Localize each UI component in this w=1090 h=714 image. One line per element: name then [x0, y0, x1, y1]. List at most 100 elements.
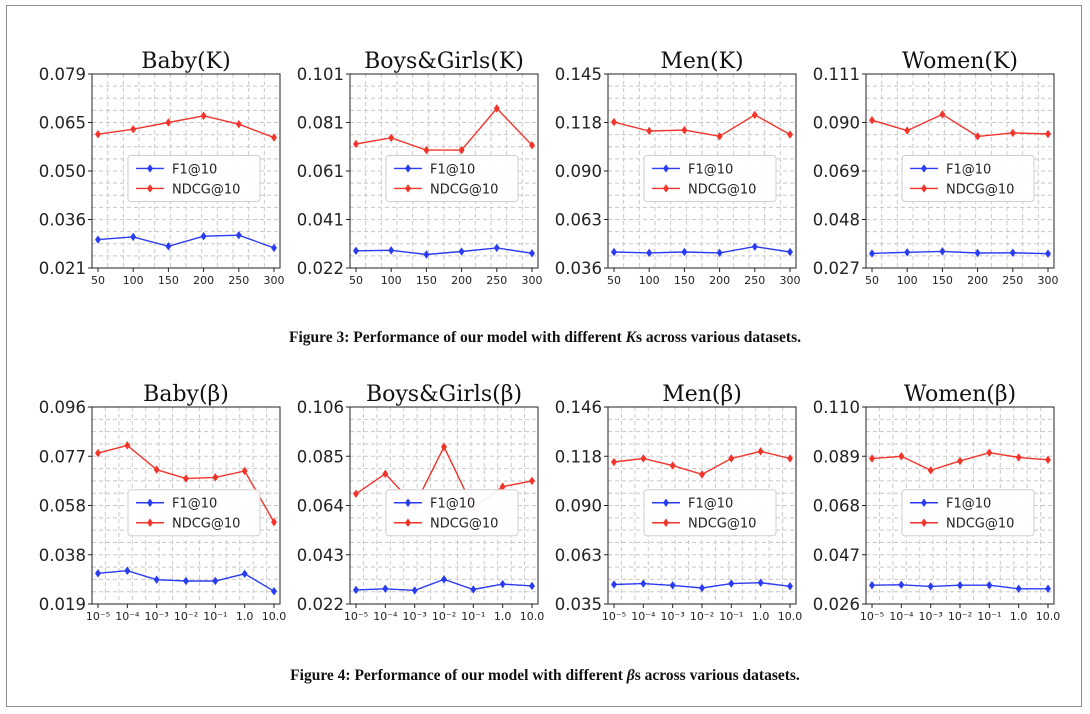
y-tick-label: 0.064	[297, 497, 344, 516]
f1-series-line	[355, 247, 533, 256]
plot-border	[865, 406, 1055, 605]
legend-ndcg-marker	[147, 184, 153, 193]
f1-data-point	[200, 232, 207, 241]
ndcg-data-point	[271, 517, 277, 527]
x-tick-label: 10⁻²	[432, 610, 456, 623]
f1-data-point	[353, 246, 359, 256]
ndcg-series-line	[355, 107, 533, 151]
ndcg-data-point	[499, 482, 506, 491]
f1-data-point	[441, 575, 447, 584]
ndcg-data-point	[458, 145, 465, 155]
f1-data-point	[493, 243, 500, 253]
x-tick-label: 300	[1038, 274, 1059, 287]
x-tick-label: 50	[865, 274, 879, 287]
figure-4-caption-symbol: β	[626, 667, 635, 684]
legend-f1-marker	[921, 164, 927, 173]
y-tick-label: 0.021	[39, 259, 86, 278]
x-tick-label: 10⁻⁵	[344, 610, 368, 623]
legend-f1-marker	[147, 164, 153, 173]
ndcg-series-line	[97, 115, 275, 139]
legend-ndcg-label: NDCG@10	[688, 517, 756, 532]
ndcg-data-point	[388, 133, 395, 143]
ndcg-data-point	[728, 454, 735, 463]
f1-data-point	[716, 248, 723, 258]
plot-border	[349, 406, 539, 605]
ndcg-data-point	[927, 466, 934, 475]
f1-data-point	[423, 250, 430, 259]
y-tick-label: 0.035	[555, 595, 602, 614]
x-tick-label: 10⁻²	[948, 610, 972, 623]
f1-data-point	[212, 576, 219, 586]
x-tick-label: 10⁻³	[145, 610, 169, 623]
y-tick-label: 0.068	[813, 497, 860, 516]
legend-f1-label: F1@10	[430, 497, 475, 512]
x-tick-label: 100	[123, 274, 144, 287]
chart-title: Boys&Girls(K)	[364, 49, 524, 74]
ndcg-data-point	[1045, 129, 1051, 139]
x-tick-label: 10⁻²	[690, 610, 714, 623]
x-tick-label: 10⁻⁵	[86, 610, 110, 623]
legend-ndcg-marker	[405, 184, 411, 193]
legend-box	[127, 154, 261, 202]
legend-f1-label: F1@10	[172, 497, 217, 512]
legend-ndcg-marker	[663, 184, 669, 193]
x-tick-label: 200	[709, 274, 730, 287]
x-tick-label: 200	[193, 274, 214, 287]
x-tick-label: 200	[967, 274, 988, 287]
f1-data-point	[640, 579, 647, 588]
y-tick-label: 0.101	[297, 65, 344, 84]
figure-3-caption: Figure 3: Performance of our model with …	[0, 329, 1090, 347]
ndcg-data-point	[153, 465, 160, 474]
legend-box	[385, 154, 519, 202]
y-tick-label: 0.145	[555, 65, 602, 84]
legend-box	[901, 154, 1035, 202]
ndcg-data-point	[212, 473, 219, 482]
f1-data-point	[611, 247, 617, 257]
ndcg-data-point	[904, 126, 911, 135]
f1-data-point	[869, 249, 875, 258]
legend-f1-label: F1@10	[688, 497, 733, 512]
legend-ndcg-label: NDCG@10	[172, 517, 240, 532]
x-tick-label: 1.0	[236, 610, 254, 623]
f1-data-point	[646, 248, 653, 258]
x-tick-label: 10⁻²	[174, 610, 198, 623]
f1-data-point	[1015, 584, 1022, 593]
x-tick-label: 150	[158, 274, 179, 287]
x-tick-label: 100	[639, 274, 660, 287]
chart-title: Women(β)	[904, 382, 1016, 407]
f1-data-point	[787, 582, 793, 591]
legend-ndcg-label: NDCG@10	[172, 182, 240, 197]
y-tick-label: 0.019	[39, 595, 86, 614]
chart-6: 0.022 0.043 0.064 0.085 0.106 10⁻⁵ 10⁻⁴ 10⁻³ 10⁻…	[297, 382, 545, 623]
x-tick-label: 10.0	[1036, 610, 1061, 623]
chart-title: Baby(β)	[143, 382, 229, 407]
ndcg-data-point	[441, 442, 447, 452]
chart-title: Men(K)	[660, 49, 743, 74]
plot-border	[607, 73, 797, 269]
y-tick-label: 0.090	[555, 162, 602, 181]
legend-ndcg-label: NDCG@10	[430, 182, 498, 197]
plot-border	[91, 73, 281, 269]
f1-data-point	[1045, 584, 1051, 593]
f1-data-point	[241, 569, 248, 579]
y-tick-label: 0.089	[813, 447, 860, 466]
f1-series-line	[871, 250, 1049, 255]
ndcg-data-point	[130, 124, 137, 134]
ndcg-data-point	[235, 119, 242, 129]
f1-data-point	[130, 232, 137, 242]
legend-box	[643, 489, 777, 537]
figure-4-caption: Figure 4: Performance of our model with …	[0, 667, 1090, 685]
x-tick-label: 150	[416, 274, 437, 287]
y-tick-label: 0.047	[813, 546, 860, 565]
legend-f1-marker	[405, 164, 411, 173]
x-tick-label: 10.0	[520, 610, 545, 623]
y-tick-label: 0.041	[297, 211, 344, 230]
y-tick-label: 0.069	[813, 162, 860, 181]
ndcg-data-point	[699, 470, 705, 479]
y-tick-label: 0.065	[39, 114, 86, 133]
chart-2: 0.022 0.041 0.061 0.081 0.101 50 100 150 200 250 3…	[297, 49, 543, 287]
x-tick-label: 200	[451, 274, 472, 287]
ndcg-data-point	[95, 130, 101, 139]
legend-ndcg-label: NDCG@10	[946, 517, 1014, 532]
x-tick-label: 250	[486, 274, 507, 287]
